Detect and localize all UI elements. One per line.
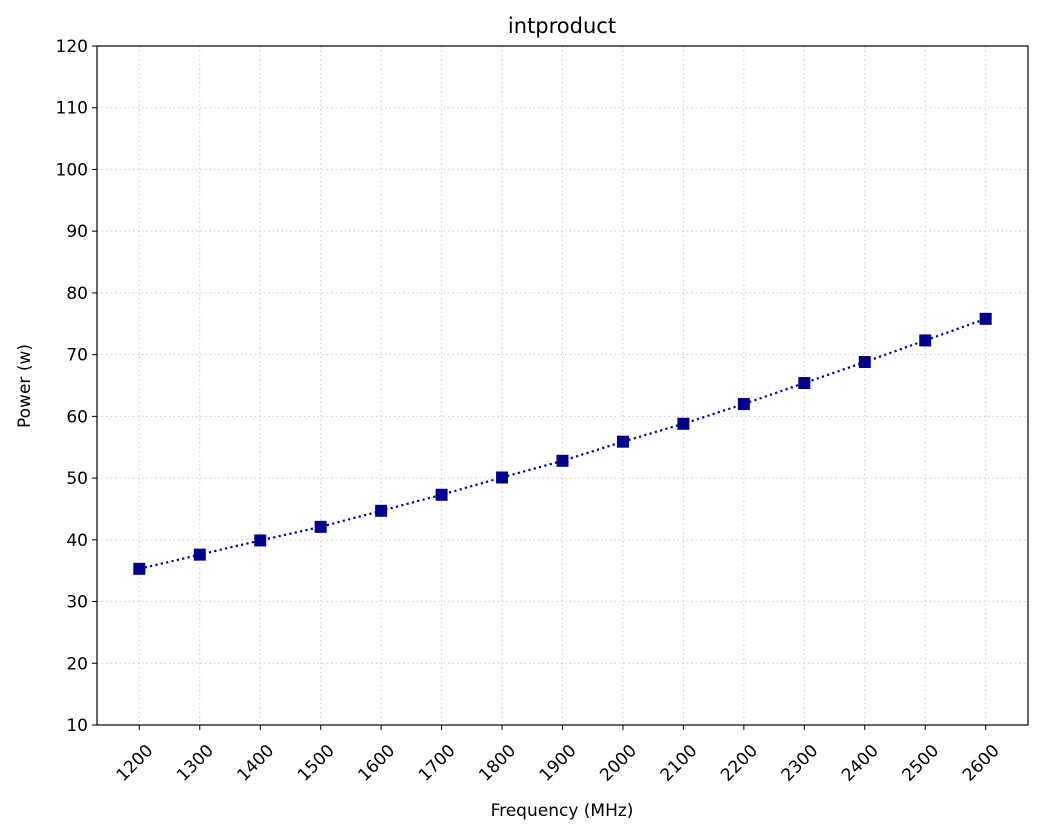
y-tick-label: 80 [66, 284, 88, 304]
y-axis-label: Power (w) [15, 344, 35, 428]
series-layer [133, 312, 992, 575]
y-tick-label: 10 [66, 716, 88, 736]
data-point-marker [979, 312, 992, 325]
y-tick-label: 40 [66, 531, 88, 551]
y-tick-label: 20 [66, 654, 88, 674]
data-point-marker [375, 504, 388, 517]
grid [97, 45, 1028, 726]
y-tick-label: 110 [56, 99, 88, 119]
data-point-marker [314, 520, 327, 533]
y-axis: 10 20 30 40 50 60 70 80 90 100 110 120 [56, 37, 97, 736]
data-point-marker [798, 377, 811, 390]
series-line [139, 317, 987, 570]
y-tick-label: 50 [66, 469, 88, 489]
data-point-marker [858, 356, 871, 369]
data-point-marker [133, 562, 146, 575]
data-point-marker [193, 548, 206, 561]
data-point-marker [919, 334, 932, 347]
data-point-marker [496, 471, 509, 484]
y-tick-label: 120 [56, 37, 88, 57]
y-tick-label: 60 [66, 407, 88, 427]
data-point-marker [254, 534, 267, 547]
y-tick-label: 30 [66, 593, 88, 613]
y-tick-label: 90 [66, 222, 88, 242]
chart-title: intproduct [508, 14, 616, 38]
data-point-marker [677, 417, 690, 430]
y-tick-label: 100 [56, 160, 88, 180]
x-axis-label: Frequency (MHz) [491, 801, 634, 821]
data-point-marker [737, 398, 750, 411]
y-tick-label: 70 [66, 346, 88, 366]
data-point-marker [556, 454, 569, 467]
data-point-marker [616, 435, 629, 448]
data-point-marker [435, 488, 448, 501]
